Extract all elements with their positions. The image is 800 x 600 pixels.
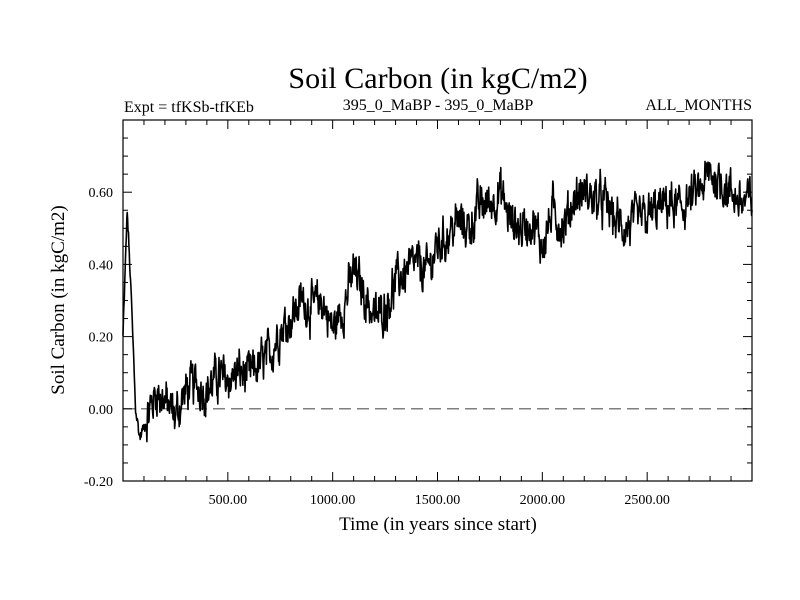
- subtitle-center: 395_0_MaBP - 395_0_MaBP: [343, 97, 534, 114]
- x-axis-label: Time (in years since start): [339, 514, 537, 535]
- x-tick-label: 500.00: [209, 493, 248, 508]
- axis-ticks: [123, 120, 752, 481]
- series-soil-carbon: [122, 160, 753, 443]
- y-tick-label: 0.20: [89, 331, 114, 346]
- subtitle-left: Expt = tfKSb-tfKEb: [124, 99, 254, 116]
- plot-frame: [122, 119, 753, 482]
- chart-title: Soil Carbon (in kgC/m2): [288, 62, 587, 95]
- subtitle-right: ALL_MONTHS: [645, 97, 752, 114]
- tick-labels: 500.00 1000.00 1500.00 2000.00 2500.00 -0.20 0…: [84, 186, 670, 508]
- x-tick-label: 2500.00: [624, 493, 670, 508]
- y-axis-label: Soil Carbon (in kgC/m2): [48, 205, 69, 394]
- y-tick-label: 0.60: [89, 186, 114, 201]
- y-tick-label: -0.20: [84, 475, 113, 490]
- y-tick-label: 0.00: [89, 403, 114, 418]
- x-tick-label: 1500.00: [415, 493, 461, 508]
- x-tick-label: 1000.00: [310, 493, 356, 508]
- y-tick-label: 0.40: [89, 258, 114, 273]
- x-tick-label: 2000.00: [520, 493, 566, 508]
